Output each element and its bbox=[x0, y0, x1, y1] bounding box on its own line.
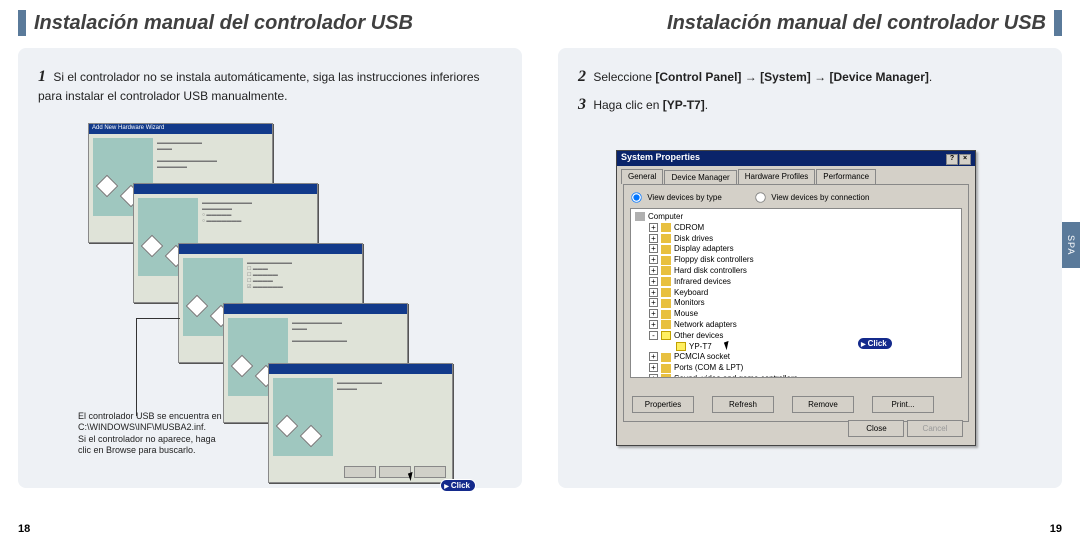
dialog-titlebar: System Properties ?× bbox=[617, 151, 975, 166]
step-1-text: Si el controlador no se instala automáti… bbox=[38, 70, 480, 103]
step-1: 1 Si el controlador no se instala automá… bbox=[38, 66, 502, 105]
title-bar-left: Instalación manual del controlador USB bbox=[18, 10, 522, 36]
step-2: 2 Seleccione [Control Panel] → [System] … bbox=[578, 66, 1042, 88]
tree-row[interactable]: +Keyboard bbox=[635, 288, 957, 299]
print-button[interactable]: Print... bbox=[872, 396, 934, 413]
properties-button[interactable]: Properties bbox=[632, 396, 694, 413]
tab-hardware-profiles[interactable]: Hardware Profiles bbox=[738, 169, 816, 184]
tree-row[interactable]: +Disk drives bbox=[635, 234, 957, 245]
spa-tab: SPA bbox=[1062, 222, 1080, 268]
tree-row[interactable]: +Mouse bbox=[635, 309, 957, 320]
tree-row[interactable]: +Network adapters bbox=[635, 320, 957, 331]
tree-row[interactable]: YP-T7 bbox=[635, 342, 957, 353]
device-tree[interactable]: Computer+CDROM+Disk drives+Display adapt… bbox=[630, 208, 962, 378]
callout-line bbox=[136, 318, 180, 319]
click-badge: Click bbox=[857, 337, 893, 350]
tab-strip: General Device Manager Hardware Profiles… bbox=[617, 166, 975, 184]
tree-row[interactable]: Computer bbox=[635, 212, 957, 223]
page-title: Instalación manual del controlador USB bbox=[34, 12, 413, 35]
callout-l1: El controlador USB se encuentra en bbox=[78, 411, 258, 422]
callout-note: El controlador USB se encuentra en C:\WI… bbox=[78, 411, 258, 456]
step-num-3: 3 bbox=[578, 96, 586, 113]
tree-row[interactable]: +Sound, video and game controllers bbox=[635, 374, 957, 378]
tab-general[interactable]: General bbox=[621, 169, 663, 184]
click-badge: Click bbox=[440, 479, 476, 492]
page-number-right: 19 bbox=[1050, 523, 1062, 535]
tree-row[interactable]: +CDROM bbox=[635, 223, 957, 234]
content-box-right: 2 Seleccione [Control Panel] → [System] … bbox=[558, 48, 1062, 488]
page-number-left: 18 bbox=[18, 523, 30, 535]
remove-button[interactable]: Remove bbox=[792, 396, 854, 413]
cancel-button[interactable]: Cancel bbox=[907, 420, 963, 437]
tree-row[interactable]: +Display adapters bbox=[635, 244, 957, 255]
page-right: Instalación manual del controlador USB 2… bbox=[540, 0, 1080, 539]
wizard-5: ▬▬▬▬▬▬▬▬▬▬▬▬▬ Click bbox=[268, 363, 453, 483]
dialog-title: System Properties bbox=[621, 152, 700, 165]
wizard-titlebar: Add New Hardware Wizard bbox=[89, 124, 272, 134]
tab-panel: View devices by type View devices by con… bbox=[623, 184, 969, 422]
step-num-2: 2 bbox=[578, 68, 586, 85]
title-accent bbox=[1054, 10, 1062, 36]
step2-pre: Seleccione bbox=[593, 70, 655, 84]
title-accent bbox=[18, 10, 26, 36]
system-properties-dialog: System Properties ?× General Device Mana… bbox=[616, 150, 976, 446]
radio-by-connection[interactable]: View devices by connection bbox=[754, 193, 869, 202]
tree-row[interactable]: +Hard disk controllers bbox=[635, 266, 957, 277]
page-title: Instalación manual del controlador USB bbox=[667, 12, 1046, 35]
step-num-1: 1 bbox=[38, 68, 46, 85]
help-icon[interactable]: ? bbox=[946, 154, 958, 165]
page-left: Instalación manual del controlador USB 1… bbox=[0, 0, 540, 539]
tree-row[interactable]: -Other devices bbox=[635, 331, 957, 342]
callout-line bbox=[136, 318, 137, 416]
close-button[interactable]: Close bbox=[848, 420, 904, 437]
radio-by-type[interactable]: View devices by type bbox=[630, 193, 722, 202]
refresh-button[interactable]: Refresh bbox=[712, 396, 774, 413]
view-mode-radios: View devices by type View devices by con… bbox=[630, 191, 962, 204]
close-icon[interactable]: × bbox=[959, 154, 971, 165]
tab-device-manager[interactable]: Device Manager bbox=[664, 170, 736, 185]
dialog-bottom-buttons: Close Cancel bbox=[848, 420, 963, 437]
tree-row[interactable]: +Monitors bbox=[635, 298, 957, 309]
callout-l4: clic en Browse para buscarlo. bbox=[78, 445, 258, 456]
tree-row[interactable]: +Floppy disk controllers bbox=[635, 255, 957, 266]
callout-l2: C:\WINDOWS\INF\MUSBA2.inf. bbox=[78, 422, 258, 433]
tree-row[interactable]: +PCMCIA socket bbox=[635, 352, 957, 363]
tree-row[interactable]: +Infrared devices bbox=[635, 277, 957, 288]
callout-l3: Si el controlador no aparece, haga bbox=[78, 434, 258, 445]
window-controls: ?× bbox=[945, 152, 971, 165]
tab-performance[interactable]: Performance bbox=[816, 169, 876, 184]
tree-row[interactable]: +Ports (COM & LPT) bbox=[635, 363, 957, 374]
step-3: 3 Haga clic en [YP-T7]. bbox=[578, 94, 1042, 116]
dialog-button-row: Properties Refresh Remove Print... bbox=[632, 396, 934, 413]
title-bar-right: Instalación manual del controlador USB bbox=[558, 10, 1062, 36]
content-box-left: 1 Si el controlador no se instala automá… bbox=[18, 48, 522, 488]
